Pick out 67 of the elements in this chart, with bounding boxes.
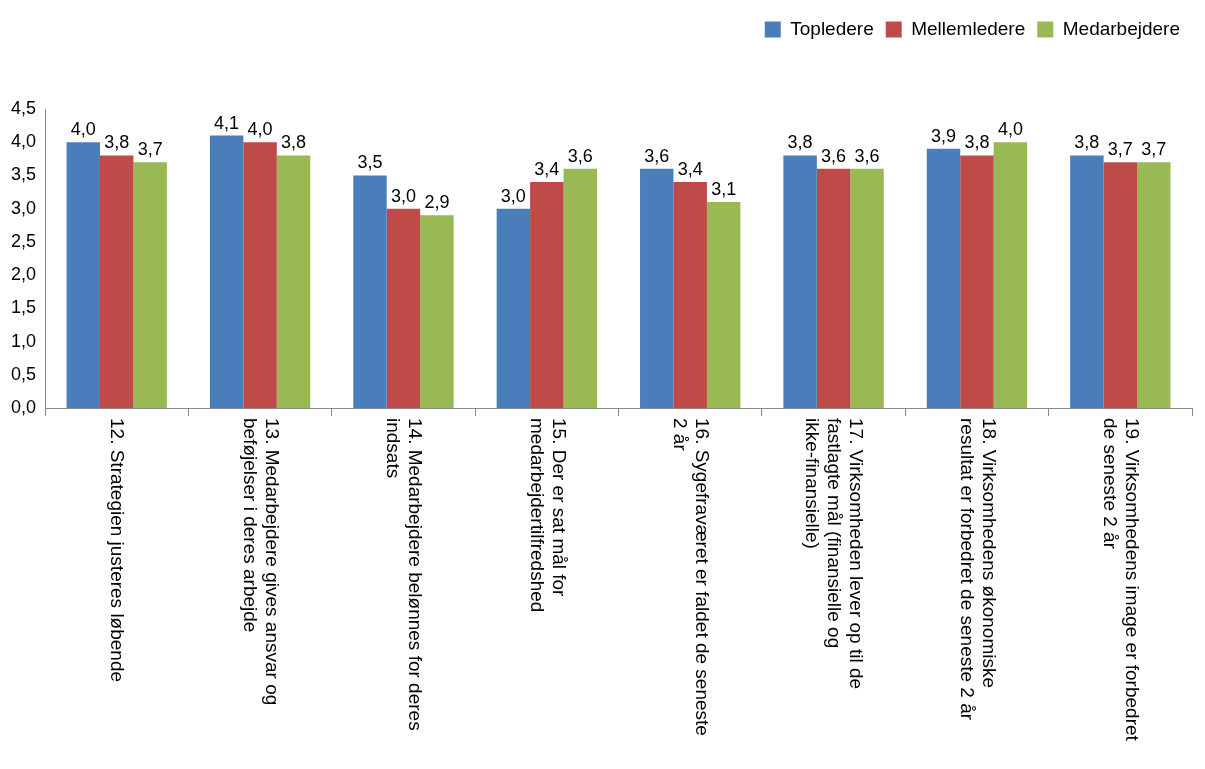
data-label: 4,1 xyxy=(214,112,240,133)
bar xyxy=(209,135,244,408)
bar xyxy=(640,168,674,408)
data-label: 4,0 xyxy=(247,119,273,140)
data-label: 2,9 xyxy=(424,192,450,213)
data-label: 3,1 xyxy=(711,178,737,199)
bar xyxy=(1070,155,1104,408)
data-label: 3,0 xyxy=(390,185,416,206)
bar xyxy=(530,182,564,408)
x-tick-label: 19. Virksomhedens image er forbedret de seneste 2 år xyxy=(1100,418,1144,742)
data-label: 3,4 xyxy=(534,159,560,180)
data-label: 4,0 xyxy=(70,119,96,140)
bar xyxy=(926,148,961,408)
bar xyxy=(133,162,167,408)
y-tick-label: 1,5 xyxy=(10,297,37,318)
y-tick-label: 1,0 xyxy=(10,330,37,351)
data-label: 3,5 xyxy=(357,152,383,173)
x-tick-label: 14. Medarbejdere belønnes for deres indsats xyxy=(383,418,427,731)
x-tick-label: 17. Virksomheden lever op til de fastlagte mål (finansielle og ikke-finansielle) xyxy=(802,418,868,690)
x-tick-label: 16. Sygefraværet er faldet de seneste 2 år xyxy=(669,418,713,736)
bar xyxy=(816,168,851,408)
bar xyxy=(276,155,311,408)
bar xyxy=(706,202,741,408)
data-label: 3,8 xyxy=(104,132,130,153)
x-tick-label: 12. Strategien justeres løbende xyxy=(107,418,129,683)
data-label: 3,6 xyxy=(567,145,593,166)
data-label: 3,8 xyxy=(964,132,990,153)
y-tick-label: 4,0 xyxy=(10,131,37,152)
y-tick-label: 3,5 xyxy=(10,164,37,185)
data-label: 3,6 xyxy=(821,145,847,166)
bar xyxy=(783,155,817,408)
bar xyxy=(1103,162,1138,408)
legend-label: Medarbejdere xyxy=(1062,17,1181,39)
legend-label: Mellemledere xyxy=(911,17,1026,39)
y-tick-label: 2,5 xyxy=(10,230,37,251)
legend-label: Topledere xyxy=(790,17,874,39)
y-tick-label: 0,5 xyxy=(10,363,37,384)
bar xyxy=(993,142,1028,408)
bar xyxy=(386,208,421,408)
y-tick-label: 0,0 xyxy=(10,396,37,417)
data-label: 3,7 xyxy=(137,139,163,160)
data-label: 3,8 xyxy=(281,132,307,153)
bar xyxy=(673,182,707,408)
data-label: 3,7 xyxy=(1141,139,1167,160)
y-tick-label: 2,0 xyxy=(10,264,37,285)
data-label: 3,8 xyxy=(1074,132,1100,153)
data-label: 3,6 xyxy=(644,145,670,166)
data-label: 3,6 xyxy=(854,145,880,166)
data-label: 3,7 xyxy=(1107,139,1133,160)
bar xyxy=(243,142,277,408)
data-label: 4,0 xyxy=(997,119,1023,140)
bar xyxy=(850,168,884,408)
bar xyxy=(496,208,531,408)
data-label: 3,8 xyxy=(787,132,813,153)
data-label: 3,0 xyxy=(500,185,526,206)
bar xyxy=(99,155,134,408)
y-tick-label: 3,0 xyxy=(10,197,37,218)
bar xyxy=(960,155,994,408)
bar xyxy=(420,215,454,408)
x-tick-label: 13. Medarbejdere gives ansvar og beføjelser i deres arbejde xyxy=(239,418,283,706)
data-label: 3,4 xyxy=(677,159,703,180)
bar xyxy=(353,175,387,408)
y-tick-label: 4,5 xyxy=(10,97,37,118)
bar xyxy=(1137,162,1171,408)
data-label: 3,9 xyxy=(930,125,956,146)
bar xyxy=(66,142,100,408)
bar xyxy=(563,168,598,408)
